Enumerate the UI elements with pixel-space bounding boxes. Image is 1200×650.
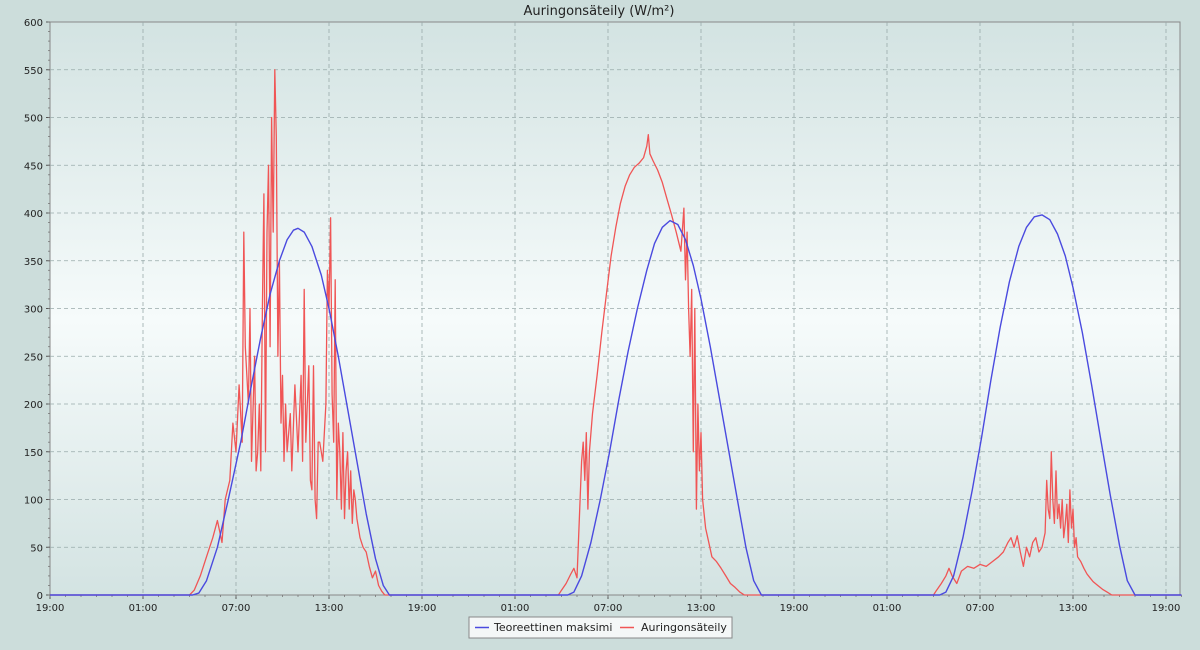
y-tick-label: 100 — [24, 496, 43, 507]
y-tick-label: 50 — [30, 543, 43, 554]
y-tick-label: 150 — [24, 448, 43, 459]
x-tick-label: 01:00 — [501, 603, 530, 614]
x-tick-label: 07:00 — [966, 603, 995, 614]
legend: Teoreettinen maksimi Auringonsäteily — [468, 616, 733, 639]
y-tick-label: 0 — [37, 591, 43, 602]
x-tick-label: 13:00 — [315, 603, 344, 614]
y-tick-label: 400 — [24, 209, 43, 220]
y-tick-label: 350 — [24, 257, 43, 268]
x-tick-label: 19:00 — [1152, 603, 1181, 614]
x-tick-label: 07:00 — [222, 603, 251, 614]
series-line-teoreettinen-maksimi — [50, 214, 1182, 596]
y-tick-label: 250 — [24, 352, 43, 363]
legend-label: Auringonsäteily — [641, 621, 727, 634]
x-tick-label: 01:00 — [129, 603, 158, 614]
x-tick-label: 19:00 — [780, 603, 809, 614]
y-tick-label: 300 — [24, 305, 43, 316]
series-layer — [50, 69, 1182, 596]
y-tick-label: 450 — [24, 161, 43, 172]
x-tick-label: 01:00 — [873, 603, 902, 614]
x-tick-label: 13:00 — [687, 603, 716, 614]
grid-lines — [50, 22, 1180, 595]
chart-title: Auringonsäteily (W/m²) — [524, 4, 675, 19]
x-tick-label: 13:00 — [1059, 603, 1088, 614]
legend-label: Teoreettinen maksimi — [493, 621, 612, 634]
y-tick-label: 550 — [24, 66, 43, 77]
legend-box — [468, 616, 733, 639]
y-tick-label: 200 — [24, 400, 43, 411]
series-line-auringonsateily — [50, 69, 1182, 596]
x-tick-label: 19:00 — [408, 603, 437, 614]
y-tick-label: 500 — [24, 114, 43, 125]
y-tick-label: 600 — [24, 18, 43, 29]
x-tick-label: 07:00 — [594, 603, 623, 614]
x-tick-label: 19:00 — [36, 603, 65, 614]
